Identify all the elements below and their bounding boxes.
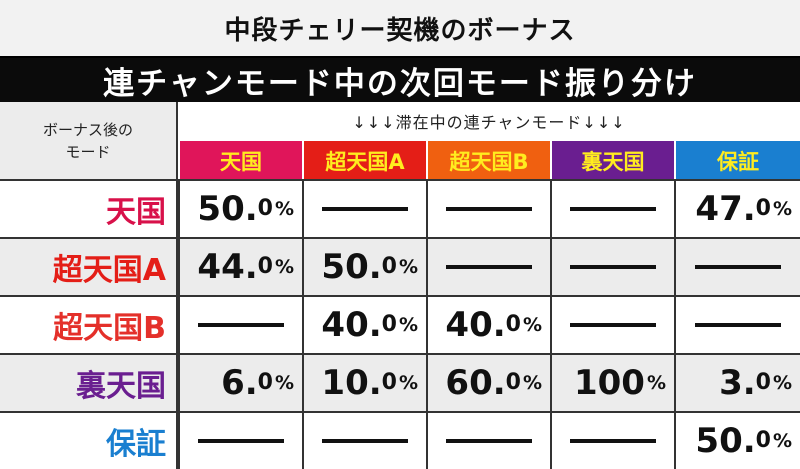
value-decimal: 0 (257, 370, 273, 395)
dash-mark (322, 438, 408, 443)
value-decimal: 0 (755, 370, 771, 395)
value-integer: 6. (221, 362, 258, 403)
value-decimal: 0 (381, 254, 397, 279)
table-cell-empty (302, 412, 426, 469)
table-cell-empty (550, 296, 674, 353)
table-cell-empty (550, 180, 674, 237)
table-cell-value: 3. 0% (674, 354, 800, 411)
value-decimal: 0 (755, 428, 771, 453)
table-cell-empty (426, 412, 550, 469)
table-cell-value: 100% (550, 354, 674, 411)
row-divider (0, 237, 800, 239)
row-header: 保証 (0, 412, 178, 469)
dash-mark (446, 438, 532, 443)
value-percent-sign: % (274, 255, 294, 278)
value-percent-sign: % (398, 371, 418, 394)
dash-mark (695, 264, 781, 269)
value-integer: 50. (695, 420, 756, 461)
dash-mark (570, 438, 656, 443)
value-percent-sign: % (398, 255, 418, 278)
dash-mark (570, 264, 656, 269)
value-percent-sign: % (772, 197, 792, 220)
value-integer: 40. (445, 304, 506, 345)
columns-caption: ↓↓↓滞在中の連チャンモード↓↓↓ (178, 102, 800, 140)
column-header: 超天国A (302, 140, 426, 180)
value-integer: 50. (321, 246, 382, 287)
page-title: 中段チェリー契機のボーナス (0, 0, 800, 58)
table-cell-value: 40. 0% (426, 296, 550, 353)
table-cell-empty (426, 238, 550, 295)
dash-mark (446, 264, 532, 269)
value-decimal: 0 (755, 196, 771, 221)
dash-mark (198, 322, 284, 327)
row-header: 超天国B (0, 296, 178, 353)
table-cell-empty (302, 180, 426, 237)
value-percent-sign: % (274, 371, 294, 394)
value-integer: 47. (695, 188, 756, 229)
value-integer: 44. (197, 246, 258, 287)
value-percent-sign: % (274, 197, 294, 220)
table-cell-empty (674, 238, 800, 295)
column-header: 天国 (178, 140, 302, 180)
table-cell-value: 10. 0% (302, 354, 426, 411)
row-divider (0, 179, 800, 181)
table-cell-empty (426, 180, 550, 237)
page-subtitle: 連チャンモード中の次回モード振り分け (0, 58, 800, 102)
value-percent-sign: % (772, 371, 792, 394)
dash-mark (570, 206, 656, 211)
dash-mark (446, 206, 532, 211)
row-divider (0, 353, 800, 355)
value-integer: 60. (445, 362, 506, 403)
value-percent-sign: % (646, 371, 666, 394)
value-percent-sign: % (772, 429, 792, 452)
table-cell-empty (178, 412, 302, 469)
value-decimal: 0 (505, 312, 521, 337)
value-decimal: 0 (505, 370, 521, 395)
value-integer: 3. (719, 362, 756, 403)
dash-mark (198, 438, 284, 443)
row-header: 超天国A (0, 238, 178, 295)
value-decimal: 0 (257, 254, 273, 279)
column-header: 保証 (674, 140, 800, 180)
value-integer: 50. (197, 188, 258, 229)
row-divider (0, 295, 800, 297)
value-integer: 10. (321, 362, 382, 403)
value-integer: 40. (321, 304, 382, 345)
value-decimal: 0 (257, 196, 273, 221)
table-cell-value: 50. 0% (302, 238, 426, 295)
table-cell-empty (178, 296, 302, 353)
table-cell-empty (550, 412, 674, 469)
value-percent-sign: % (522, 371, 542, 394)
row-header-label-line1: ボーナス後の (42, 121, 133, 139)
value-decimal: 0 (381, 370, 397, 395)
column-header: 裏天国 (550, 140, 674, 180)
row-divider (0, 411, 800, 413)
table-cell-empty (550, 238, 674, 295)
column-header: 超天国B (426, 140, 550, 180)
row-header-label-line2: モード (65, 143, 111, 161)
table-cell-value: 40. 0% (302, 296, 426, 353)
value-percent-sign: % (522, 313, 542, 336)
table-cell-empty (674, 296, 800, 353)
table-cell-value: 60. 0% (426, 354, 550, 411)
dash-mark (570, 322, 656, 327)
value-percent-sign: % (398, 313, 418, 336)
row-header: 天国 (0, 180, 178, 237)
table-cell-value: 50. 0% (674, 412, 800, 469)
row-header: 裏天国 (0, 354, 178, 411)
value-integer: 100 (573, 362, 645, 403)
value-decimal: 0 (381, 312, 397, 337)
table-cell-value: 50. 0% (178, 180, 302, 237)
dash-mark (695, 322, 781, 327)
table-cell-value: 44. 0% (178, 238, 302, 295)
dash-mark (322, 206, 408, 211)
table-cell-value: 47. 0% (674, 180, 800, 237)
row-header-label: ボーナス後の モード (0, 102, 178, 180)
table-cell-value: 6. 0% (178, 354, 302, 411)
